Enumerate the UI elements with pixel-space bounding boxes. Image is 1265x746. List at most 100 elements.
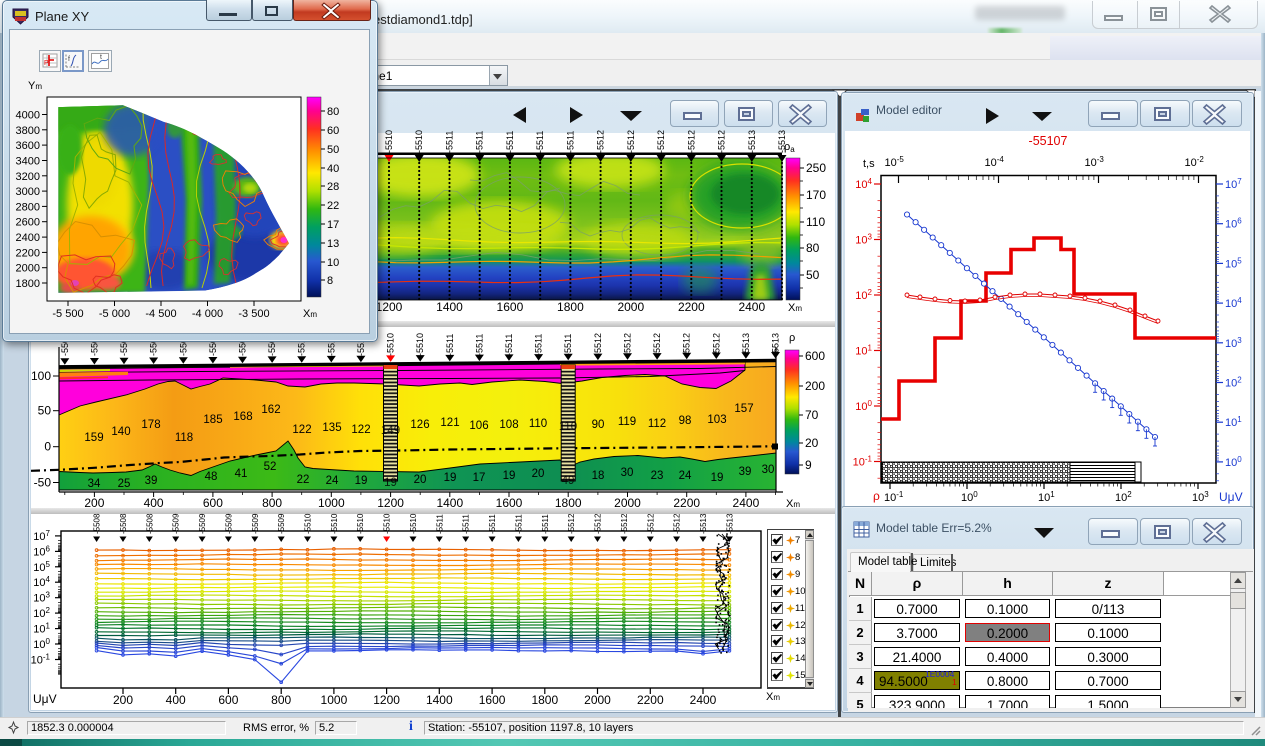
svg-text:Xm: Xm [303, 308, 317, 320]
svg-text:-5509: -5509 [277, 513, 286, 534]
svg-text:39: 39 [145, 475, 158, 487]
svg-text:600: 600 [203, 496, 223, 510]
svg-text:10-1: 10-1 [31, 653, 51, 667]
svg-text:-5508: -5508 [93, 513, 102, 534]
svg-text:t,s: t,s [863, 158, 875, 170]
svg-text:20: 20 [532, 468, 545, 480]
svg-text:-5509: -5509 [251, 513, 260, 534]
svg-text:Xm: Xm [766, 691, 780, 703]
svg-text:ρ: ρ [873, 489, 880, 503]
svg-text:-5508: -5508 [119, 513, 128, 534]
svg-text:-5511: -5511 [445, 334, 455, 356]
svg-text:28: 28 [327, 181, 339, 193]
svg-text:3200: 3200 [16, 171, 40, 183]
svg-text:162: 162 [261, 404, 280, 416]
svg-text:800: 800 [271, 693, 291, 707]
svg-text:19: 19 [444, 472, 457, 484]
svg-text:200: 200 [113, 693, 133, 707]
svg-text:-5512: -5512 [717, 130, 727, 153]
svg-text:-5511: -5511 [565, 131, 575, 153]
svg-text:-5512: -5512 [596, 130, 606, 153]
svg-text:-4 500: -4 500 [145, 308, 176, 320]
svg-text:10-2: 10-2 [1185, 155, 1205, 169]
svg-text:1400: 1400 [436, 300, 463, 314]
svg-text:39: 39 [739, 466, 752, 478]
svg-text:80: 80 [327, 106, 339, 118]
svg-text:105: 105 [33, 560, 50, 574]
svg-text:400: 400 [144, 496, 164, 510]
svg-text:-5512: -5512 [567, 513, 576, 534]
svg-text:-5511: -5511 [475, 131, 485, 153]
svg-text:159: 159 [84, 432, 103, 444]
svg-text:1800: 1800 [557, 300, 584, 314]
svg-text:0: 0 [44, 440, 51, 454]
svg-text:104: 104 [855, 177, 872, 191]
svg-text:168: 168 [233, 411, 252, 423]
svg-text:50: 50 [327, 144, 339, 156]
svg-text:70: 70 [805, 408, 819, 422]
svg-text:-5512: -5512 [652, 333, 662, 356]
svg-text:2200: 2200 [16, 247, 40, 259]
svg-text:-5512: -5512 [686, 130, 696, 153]
svg-text:-5512: -5512 [646, 513, 655, 534]
svg-text:600: 600 [805, 349, 825, 363]
svg-text:110: 110 [806, 215, 825, 229]
svg-text:49: 49 [562, 475, 575, 487]
svg-text:10-1: 10-1 [884, 490, 904, 504]
svg-text:-5510: -5510 [414, 130, 424, 153]
svg-text:50: 50 [38, 404, 52, 418]
svg-text:2600: 2600 [16, 217, 40, 229]
svg-text:-5510: -5510 [409, 513, 418, 534]
svg-text:-5512: -5512 [711, 333, 721, 356]
svg-text:24: 24 [326, 475, 339, 487]
svg-text:2200: 2200 [678, 300, 705, 314]
svg-text:1800: 1800 [555, 496, 582, 510]
svg-text:100: 100 [31, 369, 51, 383]
svg-text:80: 80 [806, 241, 820, 255]
svg-text:2000: 2000 [617, 300, 644, 314]
svg-text:-5511: -5511 [474, 334, 484, 356]
svg-text:157: 157 [734, 403, 753, 415]
svg-text:101: 101 [1038, 490, 1055, 504]
svg-text:52: 52 [264, 461, 277, 473]
svg-text:2000: 2000 [584, 693, 611, 707]
svg-text:-5513: -5513 [725, 513, 734, 534]
svg-text:-5509: -5509 [238, 333, 248, 356]
svg-text:-5513: -5513 [777, 130, 787, 153]
svg-text:-5 500: -5 500 [52, 308, 83, 320]
svg-text:126: 126 [410, 419, 429, 431]
svg-text:102: 102 [855, 288, 872, 302]
svg-text:1800: 1800 [16, 278, 40, 290]
svg-text:-5509: -5509 [267, 333, 277, 356]
svg-text:1400: 1400 [436, 496, 463, 510]
svg-text:3600: 3600 [16, 140, 40, 152]
svg-text:-5511: -5511 [534, 334, 544, 356]
svg-text:103: 103 [707, 414, 726, 426]
svg-text:-5512: -5512 [594, 513, 603, 534]
svg-text:-55107: -55107 [1029, 134, 1068, 148]
svg-text:2400: 2400 [738, 300, 765, 314]
svg-text:-5508: -5508 [89, 333, 99, 356]
svg-text:100: 100 [961, 490, 978, 504]
svg-text:1600: 1600 [497, 300, 524, 314]
svg-text:-5510: -5510 [297, 333, 307, 356]
svg-text:106: 106 [33, 544, 50, 558]
svg-text:Xm: Xm [788, 302, 802, 314]
svg-text:-5513: -5513 [741, 333, 751, 356]
svg-text:-5511: -5511 [488, 514, 497, 534]
svg-text:103: 103 [855, 233, 872, 247]
svg-text:-5513: -5513 [699, 513, 708, 534]
svg-text:1600: 1600 [496, 496, 523, 510]
svg-text:102: 102 [33, 606, 50, 620]
svg-text:-5512: -5512 [626, 130, 636, 153]
svg-text:100: 100 [855, 399, 872, 413]
svg-text:19: 19 [503, 470, 516, 482]
svg-text:22: 22 [297, 474, 310, 486]
svg-text:UμV: UμV [1219, 490, 1243, 504]
svg-text:ρa: ρa [784, 141, 795, 154]
svg-text:101: 101 [33, 622, 50, 636]
svg-text:60: 60 [327, 125, 339, 137]
svg-text:-5509: -5509 [149, 333, 159, 356]
svg-text:90: 90 [592, 419, 605, 431]
svg-text:48: 48 [205, 471, 218, 483]
